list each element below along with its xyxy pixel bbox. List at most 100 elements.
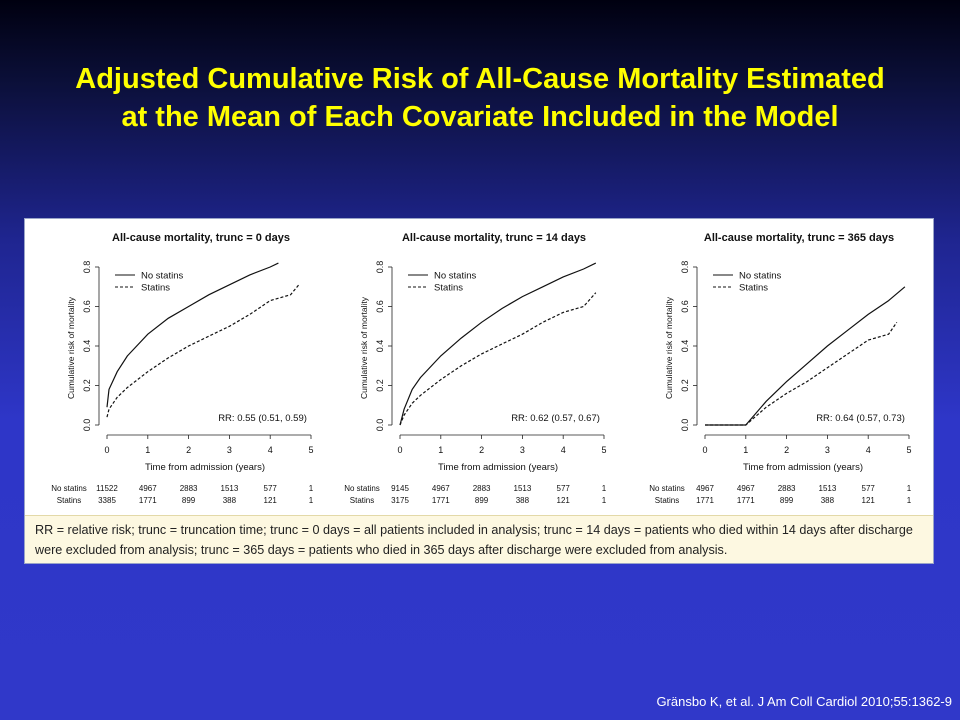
risk-table-cell: 899 — [475, 496, 489, 505]
rr-annotation: RR: 0.64 (0.57, 0.73) — [816, 413, 905, 424]
y-tick-label: 0.8 — [375, 261, 385, 274]
risk-table-cell: 1 — [907, 484, 912, 493]
series-line-no-statins — [106, 262, 279, 408]
series-line-statins — [106, 284, 300, 418]
y-tick-label: 0.0 — [680, 419, 690, 432]
x-axis-label: Time from admission (years) — [438, 462, 558, 473]
y-tick-label: 0.2 — [375, 379, 385, 392]
legend-label: No statins — [141, 271, 183, 282]
risk-table-cell: 1 — [907, 496, 912, 505]
x-tick-label: 0 — [702, 445, 707, 455]
y-tick-label: 0.6 — [375, 300, 385, 313]
risk-table-cell: 2883 — [778, 484, 796, 493]
x-tick-label: 1 — [438, 445, 443, 455]
y-axis-label: Cumulative risk of mortality — [66, 296, 76, 399]
risk-table-cell: 4967 — [139, 484, 157, 493]
legend-label: Statins — [434, 283, 463, 294]
risk-table-cell: 1771 — [432, 496, 450, 505]
series-line-no-statins — [399, 262, 597, 426]
rr-annotation: RR: 0.55 (0.51, 0.59) — [218, 413, 307, 424]
x-tick-label: 4 — [561, 445, 566, 455]
x-tick-label: 2 — [479, 445, 484, 455]
citation: Gränsbo K, et al. J Am Coll Cardiol 2010… — [656, 694, 952, 709]
x-axis-label: Time from admission (years) — [145, 462, 265, 473]
chart-panel-2: All-cause mortality, trunc = 14 days 0.0 0… — [344, 232, 607, 505]
risk-table-cell: 577 — [862, 484, 876, 493]
x-tick-label: 1 — [145, 445, 150, 455]
figure-panel: All-cause mortality, trunc = 0 days 0.0 0.… — [24, 218, 934, 564]
x-tick-label: 5 — [906, 445, 911, 455]
risk-table-cell: 2883 — [473, 484, 491, 493]
risk-table-cell: 577 — [557, 484, 571, 493]
chart-title: All-cause mortality, trunc = 0 days — [112, 232, 290, 244]
y-tick-label: 0.2 — [82, 379, 92, 392]
x-tick-label: 2 — [784, 445, 789, 455]
x-tick-label: 5 — [601, 445, 606, 455]
y-tick-label: 0.8 — [82, 261, 92, 274]
risk-table-cell: 4967 — [432, 484, 450, 493]
y-tick-label: 0.6 — [680, 300, 690, 313]
chart-panel-1: All-cause mortality, trunc = 0 days 0.0 0.… — [51, 232, 314, 505]
risk-table-label: No statins — [649, 484, 685, 493]
x-tick-label: 3 — [520, 445, 525, 455]
risk-table-cell: 1771 — [737, 496, 755, 505]
risk-table-cell: 1513 — [819, 484, 837, 493]
risk-table-cell: 388 — [223, 496, 237, 505]
risk-table-cell: 11522 — [96, 484, 118, 493]
legend-label: No statins — [434, 271, 476, 282]
risk-table-cell: 3385 — [98, 496, 116, 505]
risk-table-cell: 388 — [821, 496, 835, 505]
y-tick-label: 0.0 — [82, 419, 92, 432]
risk-table-cell: 1771 — [696, 496, 714, 505]
chart-title: All-cause mortality, trunc = 14 days — [402, 232, 586, 244]
legend-label: Statins — [739, 283, 768, 294]
series-line-statins — [399, 292, 597, 426]
risk-table-label: No statins — [344, 484, 380, 493]
x-tick-label: 3 — [227, 445, 232, 455]
risk-table-cell: 1 — [602, 496, 607, 505]
risk-table-cell: 9145 — [391, 484, 409, 493]
chart-panel-3: All-cause mortality, trunc = 365 days 0.0… — [649, 232, 912, 505]
risk-table-cell: 899 — [780, 496, 794, 505]
slide-title-line-1: Adjusted Cumulative Risk of All-Cause Mo… — [75, 63, 885, 95]
x-tick-label: 1 — [743, 445, 748, 455]
x-tick-label: 0 — [397, 445, 402, 455]
figure-caption: RR = relative risk; trunc = truncation t… — [25, 515, 933, 563]
series-line-statins — [705, 321, 898, 426]
risk-table-cell: 1513 — [514, 484, 532, 493]
chart-title: All-cause mortality, trunc = 365 days — [704, 232, 894, 244]
risk-table-cell: 4967 — [737, 484, 755, 493]
risk-table-cell: 1771 — [139, 496, 157, 505]
slide-title-line-2: at the Mean of Each Covariate Included i… — [121, 101, 839, 133]
y-axis-label: Cumulative risk of mortality — [359, 296, 369, 399]
y-tick-label: 0.0 — [375, 419, 385, 432]
y-tick-label: 0.6 — [82, 300, 92, 313]
risk-table-cell: 4967 — [696, 484, 714, 493]
risk-table-cell: 1 — [309, 484, 314, 493]
series-line-no-statins — [705, 286, 906, 426]
y-tick-label: 0.4 — [680, 340, 690, 353]
risk-table-cell: 2883 — [180, 484, 198, 493]
risk-table-cell: 121 — [264, 496, 278, 505]
y-tick-label: 0.4 — [375, 340, 385, 353]
x-tick-label: 3 — [825, 445, 830, 455]
risk-table-label: Statins — [655, 496, 679, 505]
risk-table-cell: 388 — [516, 496, 530, 505]
x-tick-label: 4 — [866, 445, 871, 455]
rr-annotation: RR: 0.62 (0.57, 0.67) — [511, 413, 600, 424]
survival-curves-figure: All-cause mortality, trunc = 0 days 0.0 0.… — [51, 232, 912, 505]
legend-label: Statins — [141, 283, 170, 294]
risk-table-cell: 1 — [309, 496, 314, 505]
y-tick-label: 0.8 — [680, 261, 690, 274]
risk-table-cell: 577 — [264, 484, 278, 493]
y-tick-label: 0.2 — [680, 379, 690, 392]
y-axis-label: Cumulative risk of mortality — [664, 296, 674, 399]
x-tick-label: 2 — [186, 445, 191, 455]
x-axis-label: Time from admission (years) — [743, 462, 863, 473]
risk-table-label: Statins — [350, 496, 374, 505]
risk-table-label: Statins — [57, 496, 81, 505]
y-tick-label: 0.4 — [82, 340, 92, 353]
risk-table-cell: 1513 — [221, 484, 239, 493]
legend-label: No statins — [739, 271, 781, 282]
x-tick-label: 5 — [308, 445, 313, 455]
